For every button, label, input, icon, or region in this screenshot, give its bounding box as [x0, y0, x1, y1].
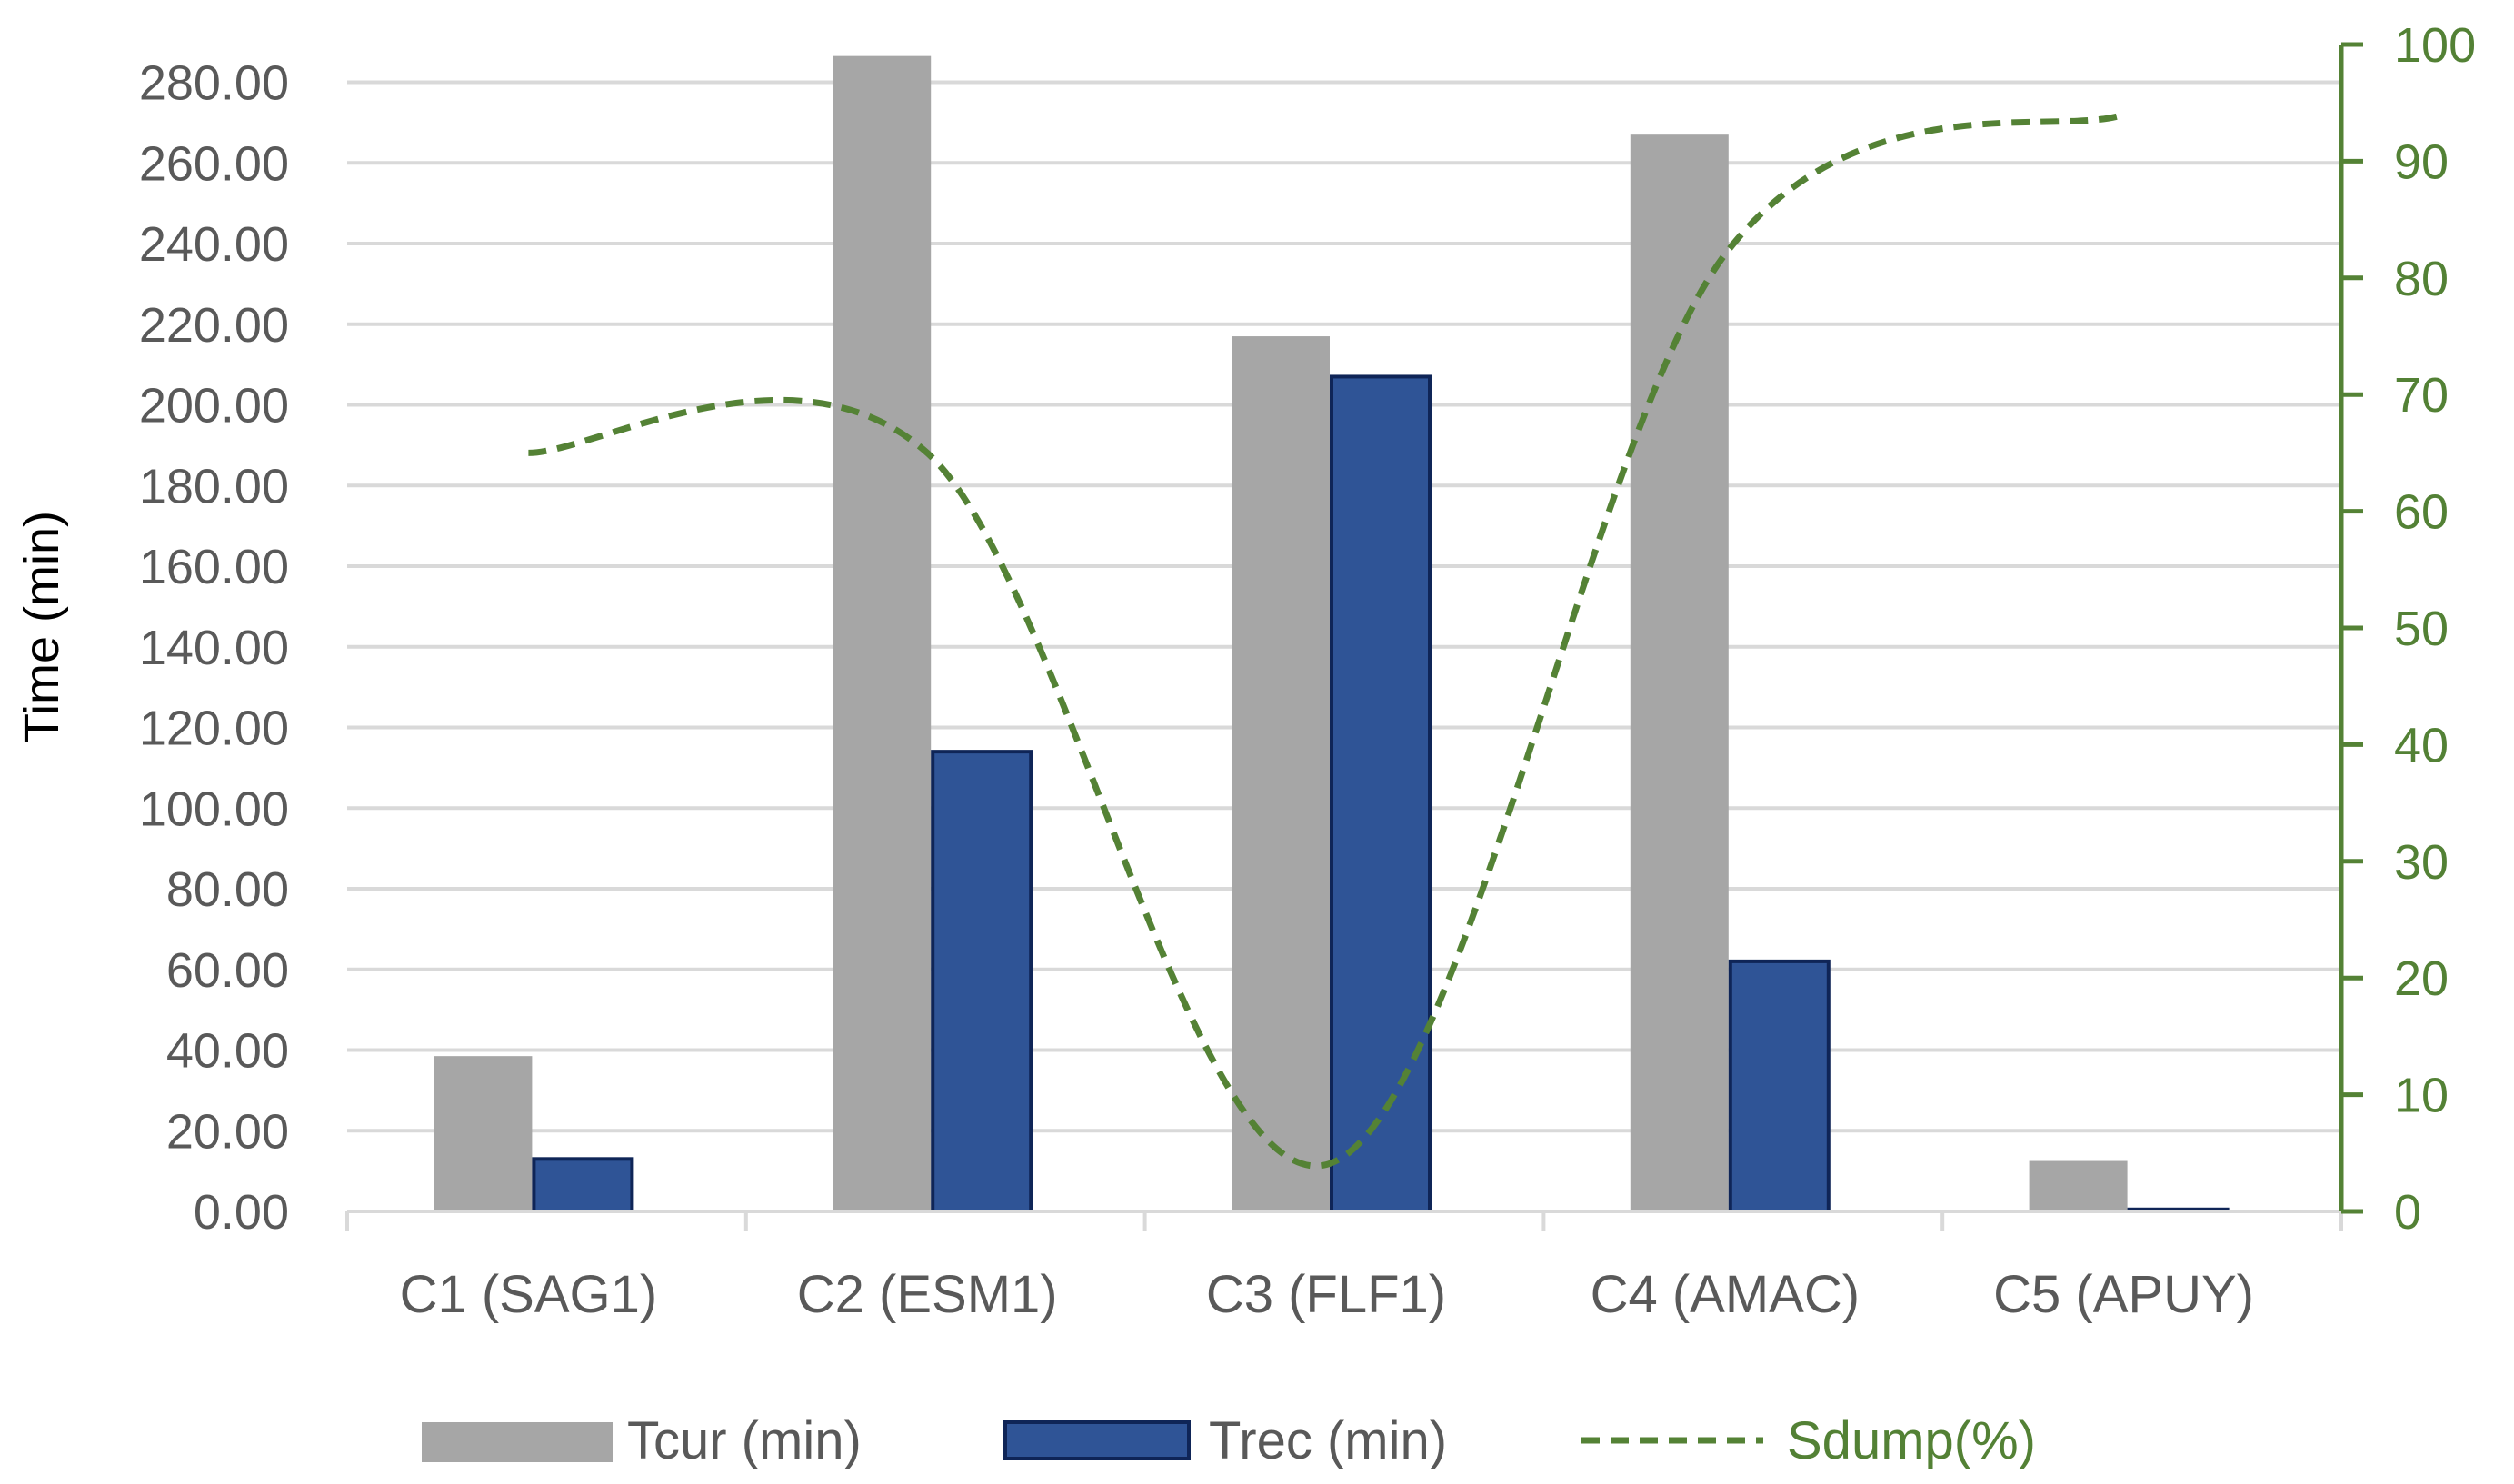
left-tick-label: 60.00 [166, 943, 289, 998]
bar-tcur [833, 55, 932, 1211]
legend: Tcur (min) Trec (min) Sdump(%) [422, 1411, 2036, 1470]
legend-label-sdump: Sdump(%) [1787, 1411, 2036, 1470]
left-tick-label: 240.00 [139, 217, 289, 272]
category-label: C5 (APUY) [1993, 1265, 2254, 1324]
bar-trec [931, 750, 1033, 1213]
bar-tcur [1232, 336, 1330, 1211]
left-tick-label: 40.00 [166, 1024, 289, 1079]
left-tick-label: 280.00 [139, 56, 289, 111]
right-tick-label: 90 [2394, 134, 2449, 189]
right-tick-label: 20 [2394, 951, 2449, 1006]
left-tick-label: 20.00 [166, 1104, 289, 1159]
left-tick-label: 100.00 [139, 782, 289, 836]
right-tick-label: 30 [2394, 835, 2449, 890]
right-tick-label: 80 [2394, 252, 2449, 306]
category-label: C1 (SAG1) [400, 1265, 658, 1324]
left-tick-label: 0.00 [194, 1185, 289, 1240]
category-labels: C1 (SAG1) C2 (ESM1) C3 (FLF1) C4 (AMAC) C5 (… [400, 1265, 2254, 1324]
right-tick-label: 60 [2394, 485, 2449, 540]
y-axis-title: Time (min) [15, 511, 69, 743]
left-tick-label: 120.00 [139, 702, 289, 756]
bar-tcur [1630, 134, 1729, 1211]
left-tick-label: 160.00 [139, 540, 289, 594]
line-series-group [528, 111, 2125, 1170]
category-label: C4 (AMAC) [1591, 1265, 1860, 1324]
right-tick-label: 0 [2394, 1185, 2421, 1240]
right-tick-label: 40 [2394, 718, 2449, 772]
right-tick-label: 10 [2394, 1069, 2449, 1123]
bar-trec [532, 1157, 634, 1213]
line-sdump [528, 111, 2125, 1170]
right-tick-label: 100 [2394, 18, 2476, 73]
left-tick-label: 220.00 [139, 298, 289, 353]
left-tick-label: 180.00 [139, 459, 289, 513]
right-axis-ticks: 0 10 20 30 40 50 60 70 80 90 100 [2341, 18, 2476, 1240]
bars-group [434, 55, 2230, 1213]
bar-tcur [434, 1056, 533, 1211]
bar-tcur [2029, 1160, 2128, 1211]
right-tick-label: 50 [2394, 602, 2449, 656]
left-tick-label: 200.00 [139, 379, 289, 433]
category-label: C2 (ESM1) [797, 1265, 1058, 1324]
category-label: C3 (FLF1) [1206, 1265, 1446, 1324]
legend-swatch-tcur [422, 1422, 613, 1462]
bar-trec [1728, 959, 1831, 1213]
left-axis-ticks: 0.00 20.00 40.00 60.00 80.00 100.00 120.00 140.… [139, 56, 289, 1240]
left-tick-label: 140.00 [139, 621, 289, 675]
left-tick-label: 260.00 [139, 136, 289, 191]
legend-label-trec: Trec (min) [1209, 1411, 1447, 1470]
legend-label-tcur: Tcur (min) [627, 1411, 862, 1470]
left-tick-label: 80.00 [166, 862, 289, 917]
bar-trec [1330, 374, 1432, 1213]
right-tick-label: 70 [2394, 368, 2449, 423]
legend-swatch-trec [1003, 1420, 1191, 1460]
